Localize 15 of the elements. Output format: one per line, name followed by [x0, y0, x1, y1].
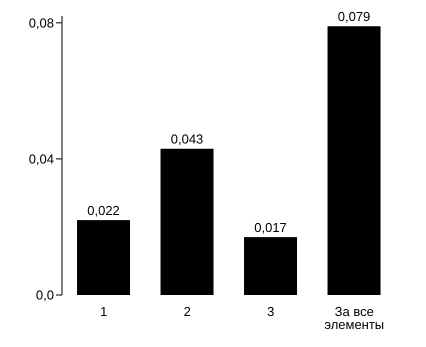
x-tick-label: 2	[184, 304, 191, 320]
data-label: 0,017	[254, 220, 287, 236]
x-tick-label: 3	[267, 304, 274, 320]
bar	[328, 26, 381, 295]
data-label: 0,022	[87, 203, 120, 218]
data-label: 0,079	[338, 9, 370, 24]
x-tick-label: 1	[100, 304, 108, 320]
data-label: 0,043	[170, 132, 204, 147]
x-tick-label: За все элементы	[324, 304, 384, 332]
bar	[160, 148, 214, 295]
y-tick-label: 0,0	[36, 288, 54, 303]
bar	[244, 237, 298, 295]
y-tick-label: 0,08	[28, 15, 54, 30]
y-tick-label: 0,04	[28, 152, 54, 167]
bar	[77, 220, 130, 295]
